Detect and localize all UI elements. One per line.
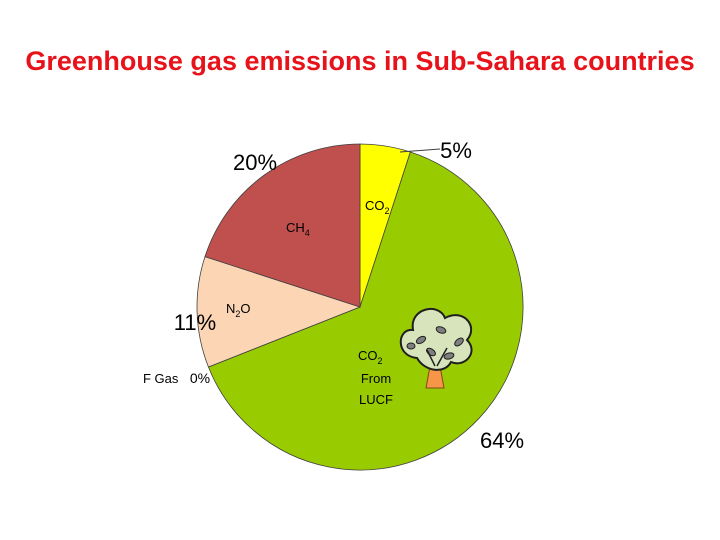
category-label-subscript: 2 [385,206,390,216]
value-label-n2o: 11% [174,310,216,335]
category-label-ch4: CH4 [286,220,310,238]
category-label-text: CO [358,348,378,363]
value-label-fgas: 0% [190,370,210,386]
category-label-suffix: O [240,301,250,316]
category-label-text: CO [365,198,385,213]
category-label-co2_lucf: CO2 [358,348,383,366]
category-label-subscript: 2 [235,309,240,319]
category-label-line: From [361,371,391,386]
tree-icon [399,308,473,389]
value-label-ch4: 20% [233,150,277,175]
category-label-n2o: N2O [226,301,251,319]
pie-slice-ch4 [204,143,361,308]
pie-slice-n2o [196,256,362,368]
category-label-text: N [226,301,235,316]
category-label-text: F Gas [143,371,179,386]
category-label-fgas: F Gas [143,371,179,386]
category-label-subscript: 2 [378,356,383,366]
chart-title: Greenhouse gas emissions in Sub-Sahara c… [25,46,695,76]
category-label-text: CH [286,220,305,235]
category-label-co2: CO2 [365,198,390,216]
value-label-co2_lucf: 64% [480,428,524,453]
leader-line-co2 [399,148,441,153]
value-label-co2: 5% [440,138,472,163]
category-label-line: LUCF [359,392,393,407]
category-label-subscript: 4 [305,228,310,238]
pie-slice-co2_lucf [207,151,524,471]
